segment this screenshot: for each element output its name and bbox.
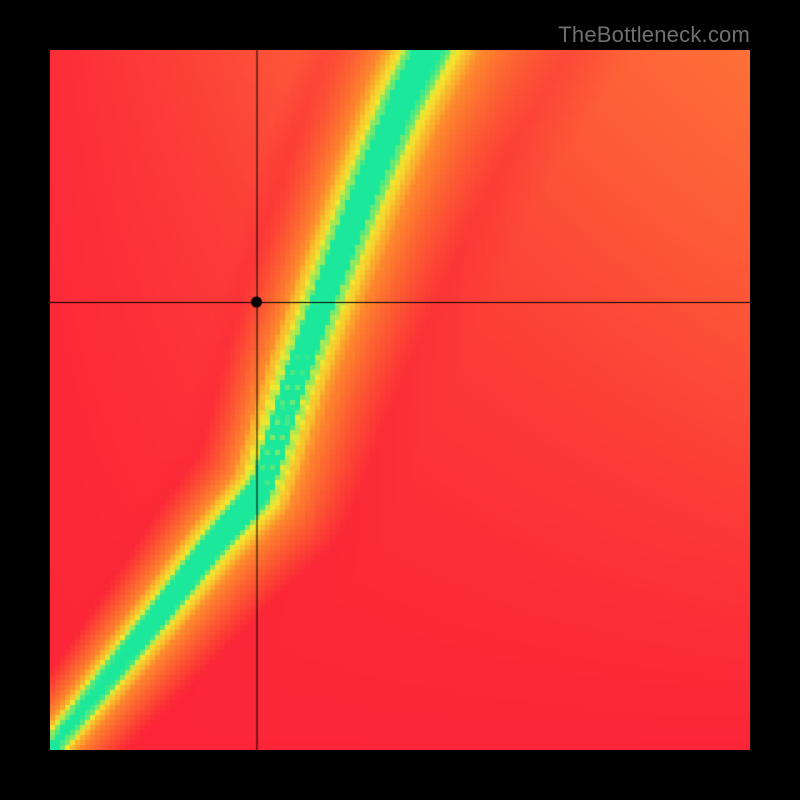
heatmap-frame: [50, 50, 750, 750]
watermark-text: TheBottleneck.com: [558, 22, 750, 48]
bottleneck-heatmap: [50, 50, 750, 750]
